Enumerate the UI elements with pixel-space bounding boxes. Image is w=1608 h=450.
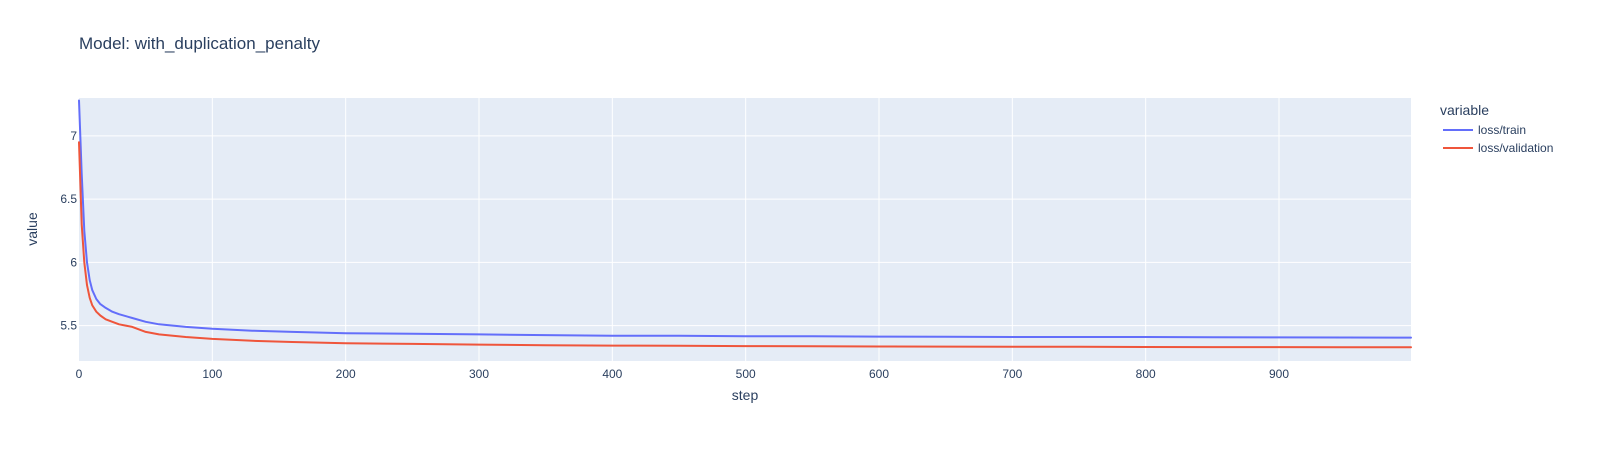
- y-tick-label: 6.5: [60, 192, 77, 206]
- y-tick-label: 6: [70, 255, 77, 269]
- legend-label-train: loss/train: [1478, 123, 1526, 137]
- gridlines: [79, 98, 1411, 361]
- x-tick-label: 700: [1002, 367, 1022, 381]
- legend-item-train[interactable]: loss/train: [1443, 123, 1526, 137]
- y-tick-label: 5.5: [60, 319, 77, 333]
- x-tick-label: 400: [602, 367, 622, 381]
- x-tick-label: 100: [202, 367, 222, 381]
- x-axis-title: step: [732, 387, 759, 403]
- series-lines: [78, 99, 1412, 349]
- legend[interactable]: variable loss/train loss/validation: [1440, 102, 1553, 155]
- legend-title: variable: [1440, 102, 1489, 118]
- x-tick-label: 0: [76, 367, 83, 381]
- y-axis-title: value: [24, 212, 40, 246]
- series-line-validation: [78, 141, 1412, 349]
- legend-label-validation: loss/validation: [1478, 141, 1553, 155]
- y-axis-ticks: 5.5 6 6.5 7: [60, 129, 77, 333]
- plot-area: [79, 98, 1411, 361]
- x-tick-label: 500: [736, 367, 756, 381]
- x-tick-label: 600: [869, 367, 889, 381]
- series-line-train: [78, 99, 1412, 339]
- x-tick-label: 200: [336, 367, 356, 381]
- x-tick-label: 300: [469, 367, 489, 381]
- x-tick-label: 900: [1269, 367, 1289, 381]
- y-tick-label: 7: [70, 129, 77, 143]
- x-axis-ticks: 0 100 200 300 400 500 600 700 800 900: [76, 367, 1290, 381]
- legend-item-validation[interactable]: loss/validation: [1443, 141, 1553, 155]
- x-tick-label: 800: [1136, 367, 1156, 381]
- chart-title: Model: with_duplication_penalty: [79, 34, 320, 53]
